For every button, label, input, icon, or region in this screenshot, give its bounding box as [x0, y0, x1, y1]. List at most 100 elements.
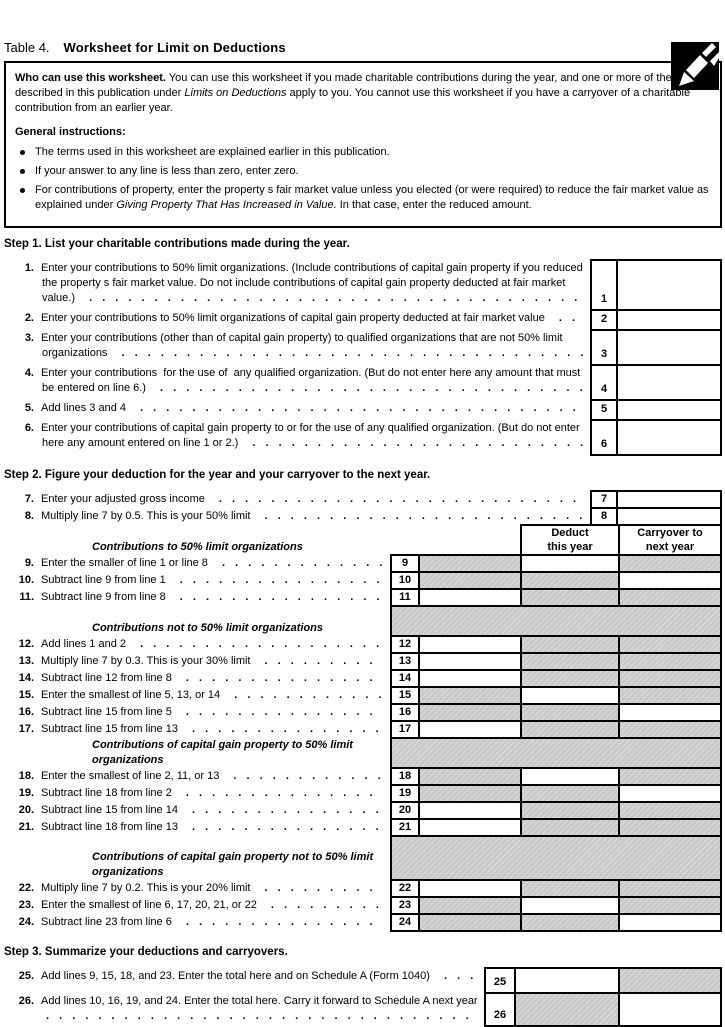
text-run: In that case, enter the reduced amount.	[336, 199, 532, 211]
line-description: 26. Add lines 10, 16, 19, and 24. Enter t…	[4, 992, 484, 1027]
line-description: 14. Subtract line 12 from line 8	[4, 669, 390, 688]
bullet-text: For contributions of property, enter the…	[35, 183, 711, 213]
line-description: 10. Subtract line 9 from line 1	[4, 571, 390, 590]
general-instructions-heading: General instructions:	[15, 126, 126, 138]
line-number-label: 1.	[24, 262, 34, 274]
bullet-item: If your answer to any line is less than …	[15, 164, 711, 179]
line-25-deduct-cell[interactable]	[514, 967, 620, 994]
worksheet-line-21: 21.Subtract line 18 from line 1321	[4, 818, 722, 837]
line-24-mid-cell	[418, 913, 522, 932]
line-number-label: 26.	[18, 995, 34, 1007]
line-24-number-box: 24	[390, 913, 420, 932]
line-description: 6. Enter your contributions of capital ga…	[4, 419, 590, 456]
line-text: Add lines 1 and 2	[41, 638, 127, 650]
worksheet-line-5: 5. Add lines 3 and 4 5	[4, 399, 722, 421]
line-description: 7. Enter your adjusted gross income	[4, 490, 590, 509]
section-spacer-row: Contributions of capital gain property n…	[4, 835, 722, 881]
line-text: Enter your contributions to 50% limit or…	[41, 262, 583, 304]
carryover-header-line2: next year	[645, 541, 695, 553]
line-text: Multiply line 7 by 0.3. This is your 30%…	[41, 655, 251, 667]
line-2-amount-cell[interactable]	[616, 309, 722, 331]
line-6-amount-cell[interactable]	[616, 419, 722, 456]
line-text: Multiply line 7 by 0.5. This is your 50%…	[41, 510, 251, 522]
bullet-item: For contributions of property, enter the…	[15, 183, 711, 213]
line-description: 5. Add lines 3 and 4	[4, 399, 590, 421]
line-number-label: 18.	[18, 770, 34, 782]
line-12-carryover-cell	[618, 635, 722, 654]
worksheet-line-24: 24. Subtract line 23 from line 6 24	[4, 913, 722, 932]
line-4-amount-cell[interactable]	[616, 364, 722, 401]
column-header-row: Contributions to 50% limit organizations…	[4, 524, 722, 556]
line-number-label: 23.	[18, 899, 34, 911]
section-heading: Contributions of capital gain property n…	[92, 851, 374, 878]
line-1-number-box: 1	[590, 259, 618, 311]
dot-leader	[42, 382, 583, 401]
line-number-label: 3.	[24, 332, 34, 344]
line-17-number-box: 17	[390, 720, 420, 739]
line-description: 18. Enter the smallest of line 2, 11, or …	[4, 767, 390, 786]
line-3-amount-cell[interactable]	[616, 329, 722, 366]
line-description: 9. Enter the smaller of line 1 or line 8	[4, 554, 390, 573]
step3-summary-table: 25. Add lines 9, 15, 18, and 23. Enter th…	[4, 967, 722, 1027]
line-number-label: 7.	[24, 493, 34, 505]
carryover-header-line1: Carryover to	[637, 527, 703, 539]
line-number-label: 21.	[18, 821, 34, 833]
line-text: Add lines 10, 16, 19, and 24. Enter the …	[41, 995, 478, 1007]
shaded-spacer-cell	[390, 835, 722, 881]
line-number-label: 20.	[18, 804, 34, 816]
line-26-carryover-cell[interactable]	[618, 992, 722, 1027]
line-10-deduct-cell	[520, 571, 620, 590]
line-1-amount-cell[interactable]	[616, 259, 722, 311]
bullet-text: The terms used in this worksheet are exp…	[35, 145, 711, 160]
shaded-spacer-cell	[390, 737, 722, 769]
text-run: If your answer to any line is less than …	[35, 165, 299, 177]
line-20-deduct-cell	[520, 801, 620, 820]
line-description: 23. Enter the smallest of line 6, 17, 20,…	[4, 896, 390, 915]
line-number-label: 5.	[24, 402, 34, 414]
line-text: Subtract line 18 from line 13	[41, 821, 178, 833]
line-16-number-box: 16	[390, 703, 420, 722]
line-description: 3. Enter your contributions (other than o…	[4, 329, 590, 366]
line-description: 24. Subtract line 23 from line 6	[4, 913, 390, 932]
line-number-label: 6.	[24, 422, 34, 434]
deduct-header-line1: Deduct	[551, 527, 589, 539]
page-title: Table 4. Worksheet for Limit on Deduction…	[4, 40, 722, 55]
line-18-number-box: 18	[390, 767, 420, 786]
line-text: Subtract line 15 from line 13	[41, 723, 178, 735]
line-text: Subtract line 9 from line 8	[41, 591, 166, 603]
line-24-carryover-cell[interactable]	[618, 913, 722, 932]
text-run: apply to you. You cannot use this worksh…	[15, 87, 691, 114]
dot-leader	[42, 347, 583, 366]
line-13-deduct-cell	[520, 652, 620, 671]
line-number-label: 15.	[18, 689, 34, 701]
line-5-number-box: 5	[590, 399, 618, 421]
worksheet-page: Table 4. Worksheet for Limit on Deduction…	[0, 40, 725, 1027]
worksheet-line-13: 13. Multiply line 7 by 0.3. This is your …	[4, 652, 722, 671]
line-description: 21. Subtract line 18 from line 13	[4, 818, 390, 837]
worksheet-line-26: 26. Add lines 10, 16, 19, and 24. Enter t…	[4, 992, 722, 1027]
line-number-label: 19.	[18, 787, 34, 799]
line-number-label: 10.	[18, 574, 34, 586]
line-text: Subtract line 12 from line 8	[41, 672, 172, 684]
line-22-deduct-cell	[520, 879, 620, 898]
line-text: Multiply line 7 by 0.2. This is your 20%…	[41, 882, 251, 894]
section-heading: Contributions of capital gain property t…	[92, 739, 353, 766]
line-24-deduct-cell	[520, 913, 620, 932]
step2-heading: Step 2. Figure your deduction for the ye…	[4, 469, 431, 481]
line-20-carryover-cell	[618, 801, 722, 820]
line-text: Subtract line 15 from line 5	[41, 706, 172, 718]
line-number-label: 9.	[24, 557, 34, 569]
who-can-use-paragraph: Who can use this worksheet. You can use …	[15, 71, 711, 116]
bullet-icon	[20, 188, 25, 193]
line-5-amount-cell[interactable]	[616, 399, 722, 421]
line-number-label: 25.	[18, 970, 34, 982]
line-16-deduct-cell	[520, 703, 620, 722]
carryover-next-year-header: Carryover to next year	[618, 524, 722, 556]
dot-leader	[42, 1010, 478, 1027]
worksheet-line-2: 2. Enter your contributions to 50% limit …	[4, 309, 722, 331]
line-text: Subtract line 15 from line 14	[41, 804, 178, 816]
line-number-label: 4.	[24, 367, 34, 379]
deduct-header-line2: this year	[547, 541, 593, 553]
line-13-carryover-cell	[618, 652, 722, 671]
worksheet-line-7: 7.Enter your adjusted gross income7	[4, 490, 722, 509]
